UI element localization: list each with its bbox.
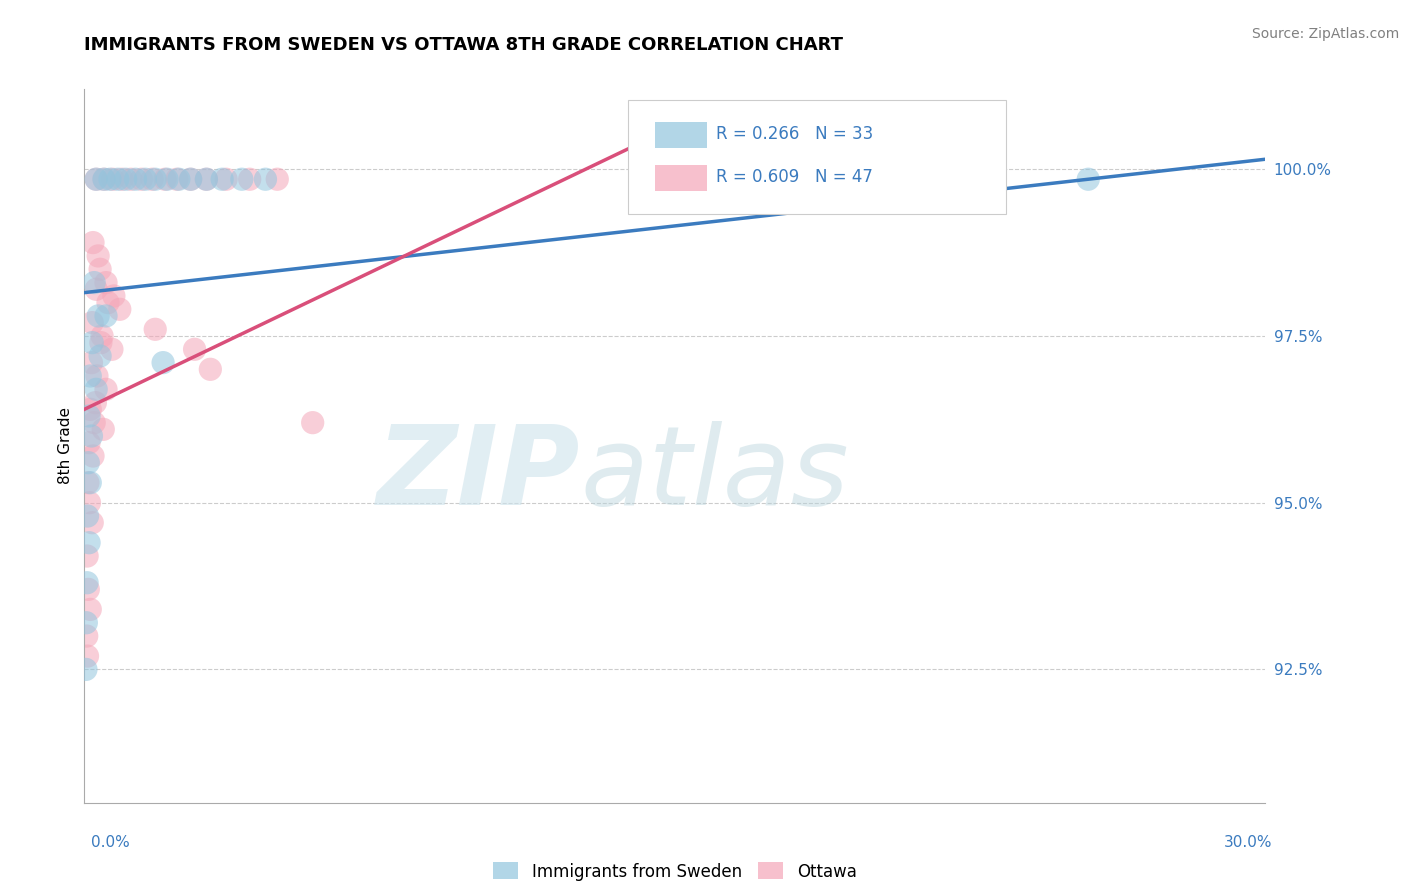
Legend: Immigrants from Sweden, Ottawa: Immigrants from Sweden, Ottawa	[486, 855, 863, 888]
Point	[195, 172, 218, 186]
Point	[82, 316, 104, 330]
Point	[82, 235, 104, 250]
Point	[77, 535, 100, 549]
Point	[84, 282, 107, 296]
Point	[180, 172, 202, 186]
Point	[180, 172, 202, 186]
Point	[77, 456, 100, 470]
Point	[143, 172, 166, 186]
Point	[301, 416, 323, 430]
Point	[141, 172, 163, 186]
Point	[83, 416, 105, 430]
Point	[75, 662, 97, 676]
Point	[101, 172, 124, 186]
Point	[84, 172, 107, 186]
Point	[134, 172, 156, 186]
Point	[156, 172, 179, 186]
Point	[82, 449, 104, 463]
Point	[114, 172, 136, 186]
Point	[167, 172, 190, 186]
Point	[76, 629, 98, 643]
Point	[75, 615, 97, 630]
Point	[79, 402, 101, 417]
Point	[1077, 172, 1099, 186]
Text: R = 0.266   N = 33: R = 0.266 N = 33	[716, 125, 873, 143]
Point	[76, 509, 98, 524]
Point	[98, 172, 121, 186]
Point	[93, 172, 115, 186]
Y-axis label: 8th Grade: 8th Grade	[58, 408, 73, 484]
Point	[166, 172, 188, 186]
Point	[87, 309, 110, 323]
Point	[84, 172, 107, 186]
Point	[211, 172, 233, 186]
Text: atlas: atlas	[581, 421, 849, 528]
Text: 0.0%: 0.0%	[91, 836, 131, 850]
Point	[153, 172, 176, 186]
Text: ZIP: ZIP	[377, 421, 581, 528]
Point	[107, 172, 129, 186]
Point	[86, 368, 108, 383]
Point	[254, 172, 277, 186]
Point	[94, 382, 117, 396]
Point	[89, 349, 111, 363]
Text: IMMIGRANTS FROM SWEDEN VS OTTAWA 8TH GRADE CORRELATION CHART: IMMIGRANTS FROM SWEDEN VS OTTAWA 8TH GRA…	[84, 36, 844, 54]
Point	[79, 368, 101, 383]
Point	[83, 276, 105, 290]
Point	[152, 356, 174, 370]
Point	[87, 249, 110, 263]
Point	[76, 549, 98, 563]
FancyBboxPatch shape	[655, 122, 707, 148]
Point	[97, 295, 120, 310]
Text: R = 0.609   N = 47: R = 0.609 N = 47	[716, 168, 873, 186]
Point	[79, 496, 101, 510]
Point	[76, 649, 98, 664]
Point	[101, 343, 124, 357]
Point	[82, 335, 104, 350]
Point	[76, 575, 98, 590]
Point	[80, 356, 103, 370]
Point	[90, 335, 112, 350]
Point	[93, 172, 115, 186]
Point	[266, 172, 288, 186]
Point	[215, 172, 238, 186]
Point	[103, 289, 125, 303]
Point	[79, 602, 101, 616]
Point	[143, 322, 166, 336]
Point	[195, 172, 218, 186]
FancyBboxPatch shape	[655, 165, 707, 191]
Text: Source: ZipAtlas.com: Source: ZipAtlas.com	[1251, 27, 1399, 41]
Point	[84, 382, 107, 396]
Point	[91, 329, 114, 343]
Point	[94, 309, 117, 323]
Point	[91, 422, 114, 436]
Point	[183, 343, 205, 357]
Point	[111, 172, 134, 186]
FancyBboxPatch shape	[627, 100, 1005, 214]
Point	[108, 302, 131, 317]
Point	[79, 475, 101, 490]
Point	[124, 172, 146, 186]
Point	[84, 395, 107, 409]
Point	[77, 582, 100, 597]
Point	[82, 516, 104, 530]
Point	[80, 429, 103, 443]
Point	[94, 276, 117, 290]
Point	[200, 362, 222, 376]
Point	[120, 172, 142, 186]
Point	[77, 475, 100, 490]
Point	[239, 172, 262, 186]
Point	[231, 172, 253, 186]
Point	[89, 262, 111, 277]
Text: 30.0%: 30.0%	[1225, 836, 1272, 850]
Point	[77, 409, 100, 423]
Point	[77, 435, 100, 450]
Point	[131, 172, 153, 186]
